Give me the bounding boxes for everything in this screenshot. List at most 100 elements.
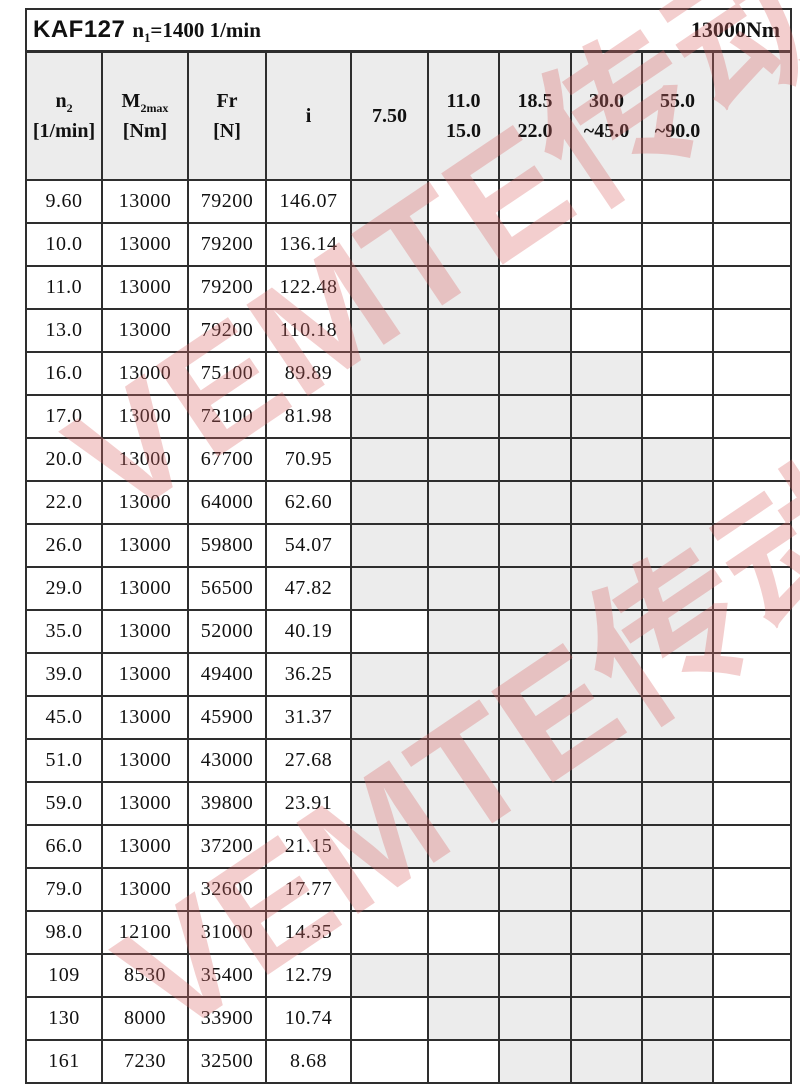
cell-empty — [711, 566, 793, 611]
cell-motor-availability — [427, 437, 500, 482]
cell-fr: 67700 — [187, 437, 267, 482]
cell-motor-availability — [427, 265, 500, 310]
cell-motor-availability — [641, 179, 714, 224]
cell-i: 47.82 — [265, 566, 352, 611]
cell-motor-availability — [570, 394, 643, 439]
cell-motor-availability — [641, 480, 714, 525]
cell-motor-availability — [498, 523, 572, 568]
cell-motor-availability — [498, 265, 572, 310]
cell-i: 12.79 — [265, 953, 352, 998]
cell-motor-availability — [570, 824, 643, 869]
cell-m2max: 13000 — [101, 867, 189, 912]
cell-n2: 35.0 — [25, 609, 103, 654]
cell-motor-availability — [570, 609, 643, 654]
table-row: 20.0 13000 67700 70.95 — [25, 437, 793, 482]
cell-motor-availability — [641, 996, 714, 1041]
cell-motor-availability — [350, 1039, 429, 1084]
table-row: 161 7230 32500 8.68 — [25, 1039, 793, 1084]
header-motor-power-3: 30.0 ~45.0 — [570, 50, 643, 181]
table-row: 11.0 13000 79200 122.48 — [25, 265, 793, 310]
cell-empty — [711, 781, 793, 826]
cell-motor-availability — [641, 910, 714, 955]
cell-m2max: 13000 — [101, 308, 189, 353]
cell-empty — [711, 996, 793, 1041]
cell-motor-availability — [641, 695, 714, 740]
cell-fr: 79200 — [187, 222, 267, 267]
cell-motor-availability — [427, 523, 500, 568]
cell-i: 31.37 — [265, 695, 352, 740]
cell-motor-availability — [570, 867, 643, 912]
table-row: 22.0 13000 64000 62.60 — [25, 480, 793, 525]
cell-empty — [711, 1039, 793, 1084]
cell-empty — [711, 523, 793, 568]
model-name: KAF127 — [33, 16, 126, 43]
cell-fr: 79200 — [187, 179, 267, 224]
cell-motor-availability — [498, 437, 572, 482]
cell-n2: 45.0 — [25, 695, 103, 740]
cell-m2max: 13000 — [101, 609, 189, 654]
cell-motor-availability — [641, 308, 714, 353]
cell-motor-availability — [350, 781, 429, 826]
cell-motor-availability — [498, 351, 572, 396]
cell-motor-availability — [427, 910, 500, 955]
cell-i: 136.14 — [265, 222, 352, 267]
cell-motor-availability — [350, 910, 429, 955]
cell-fr: 64000 — [187, 480, 267, 525]
cell-motor-availability — [498, 652, 572, 697]
cell-motor-availability — [570, 437, 643, 482]
cell-fr: 39800 — [187, 781, 267, 826]
table-row: 51.0 13000 43000 27.68 — [25, 738, 793, 783]
table-row: 98.0 12100 31000 14.35 — [25, 910, 793, 955]
cell-fr: 52000 — [187, 609, 267, 654]
cell-i: 23.91 — [265, 781, 352, 826]
cell-fr: 75100 — [187, 351, 267, 396]
cell-fr: 37200 — [187, 824, 267, 869]
cell-m2max: 13000 — [101, 738, 189, 783]
cell-motor-availability — [350, 394, 429, 439]
cell-i: 122.48 — [265, 265, 352, 310]
cell-fr: 59800 — [187, 523, 267, 568]
cell-empty — [711, 695, 793, 740]
cell-motor-availability — [350, 996, 429, 1041]
cell-m2max: 13000 — [101, 222, 189, 267]
cell-n2: 20.0 — [25, 437, 103, 482]
cell-i: 110.18 — [265, 308, 352, 353]
cell-motor-availability — [498, 222, 572, 267]
cell-empty — [711, 179, 793, 224]
cell-motor-availability — [350, 437, 429, 482]
cell-motor-availability — [498, 179, 572, 224]
table-row: 10.0 13000 79200 136.14 — [25, 222, 793, 267]
cell-empty — [711, 394, 793, 439]
cell-motor-availability — [498, 996, 572, 1041]
cell-empty — [711, 910, 793, 955]
cell-m2max: 13000 — [101, 652, 189, 697]
cell-motor-availability — [498, 695, 572, 740]
cell-motor-availability — [498, 1039, 572, 1084]
cell-n2: 51.0 — [25, 738, 103, 783]
cell-motor-availability — [570, 566, 643, 611]
cell-fr: 32500 — [187, 1039, 267, 1084]
cell-motor-availability — [350, 480, 429, 525]
cell-i: 17.77 — [265, 867, 352, 912]
cell-empty — [711, 437, 793, 482]
cell-motor-availability — [350, 953, 429, 998]
cell-motor-availability — [350, 824, 429, 869]
cell-m2max: 13000 — [101, 351, 189, 396]
cell-n2: 66.0 — [25, 824, 103, 869]
cell-motor-availability — [498, 609, 572, 654]
cell-motor-availability — [498, 738, 572, 783]
cell-motor-availability — [641, 523, 714, 568]
cell-i: 54.07 — [265, 523, 352, 568]
cell-motor-availability — [498, 824, 572, 869]
cell-n2: 16.0 — [25, 351, 103, 396]
cell-n2: 39.0 — [25, 652, 103, 697]
table-row: 66.0 13000 37200 21.15 — [25, 824, 793, 869]
cell-i: 14.35 — [265, 910, 352, 955]
cell-empty — [711, 652, 793, 697]
cell-motor-availability — [570, 910, 643, 955]
cell-motor-availability — [350, 566, 429, 611]
cell-motor-availability — [641, 351, 714, 396]
cell-motor-availability — [570, 265, 643, 310]
cell-n2: 59.0 — [25, 781, 103, 826]
